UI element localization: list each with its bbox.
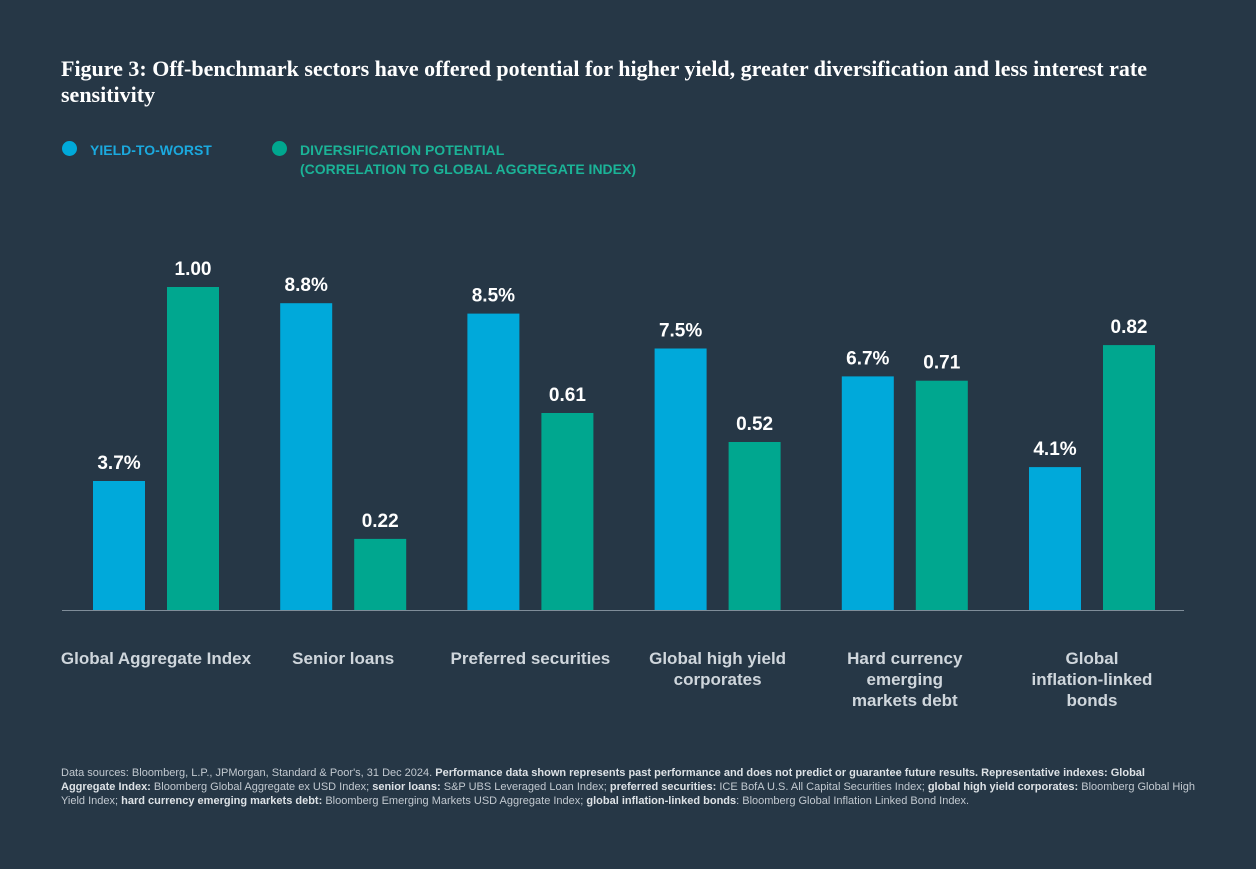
category-label-1: Senior loans	[292, 649, 395, 668]
bar-diversification-2	[541, 413, 594, 610]
data-label-yield-2: 8.5%	[472, 286, 515, 307]
footnote-segment: Bloomberg Global High Yield Index;	[61, 781, 1195, 807]
category-label-0: Global Aggregate Index	[60, 649, 252, 668]
footnote-segment: Data sources: Bloomberg, L.P., JPMorgan,…	[61, 767, 436, 779]
chart-title: Figure 3: Off-benchmark sectors have off…	[61, 56, 1147, 107]
footnote-segment: global inflation-linked bonds	[586, 795, 737, 807]
data-label-diversification-4: 0.71	[923, 353, 960, 374]
bar-yield-4	[841, 376, 894, 610]
footnote-segment: Bloomberg Global Aggregate ex USD Index;	[150, 781, 373, 793]
data-label-yield-1: 8.8%	[285, 275, 328, 296]
footnote-segment: S&P UBS Leveraged Loan Index;	[440, 781, 610, 793]
data-label-yield-3: 7.5%	[659, 321, 702, 342]
data-label-diversification-1: 0.22	[362, 511, 399, 532]
data-label-yield-0: 3.7%	[97, 453, 140, 474]
legend-diversification-sublabel: (CORRELATION TO GLOBAL AGGREGATE INDEX)	[300, 161, 636, 177]
category-label-3: Global high yield corporates	[649, 649, 787, 689]
footnote-segment: senior loans:	[372, 781, 441, 793]
bar-yield-3	[654, 348, 707, 610]
footnote-segment: Performance data shown represents past p…	[61, 767, 1145, 793]
data-label-diversification-5: 0.82	[1111, 317, 1148, 338]
footnote-segment: global high yield corporates:	[927, 781, 1079, 793]
footnote: Data sources: Bloomberg, L.P., JPMorgan,…	[61, 766, 1201, 808]
data-label-diversification-2: 0.61	[549, 385, 586, 406]
legend-diversification-dot-icon	[272, 141, 287, 156]
footnote-segment: hard currency emerging markets debt:	[121, 795, 323, 807]
legend-yield-dot-icon	[62, 141, 77, 156]
bar-diversification-5	[1103, 345, 1155, 610]
footnote-segment: preferred securities:	[609, 781, 717, 793]
bar-diversification-4	[915, 380, 968, 610]
bar-diversification-0	[167, 287, 219, 610]
footnote-segment: Bloomberg Emerging Markets USD Aggregate…	[322, 795, 587, 807]
bar-yield-0	[93, 481, 145, 610]
data-label-diversification-3: 0.52	[736, 414, 773, 435]
bar-yield-5	[1029, 467, 1081, 610]
category-label-5: Global inflation-linked bonds	[1031, 649, 1153, 710]
footnote-segment: : Bloomberg Global Inflation Linked Bond…	[736, 795, 970, 807]
data-label-diversification-0: 1.00	[175, 259, 212, 280]
category-label-4: Hard currency emerging markets debt	[847, 649, 963, 710]
bar-diversification-1	[354, 538, 407, 610]
legend-yield-label: YIELD-TO-WORST	[90, 142, 212, 158]
bar-yield-2	[467, 313, 520, 610]
bar-yield-1	[280, 303, 333, 610]
category-label-2: Preferred securities	[450, 649, 611, 668]
bar-diversification-3	[728, 442, 781, 610]
data-label-yield-5: 4.1%	[1033, 439, 1076, 460]
data-label-yield-4: 6.7%	[846, 348, 889, 369]
footnote-segment: ICE BofA U.S. All Capital Securities Ind…	[716, 781, 928, 793]
legend-diversification-label: DIVERSIFICATION POTENTIAL	[300, 142, 505, 158]
